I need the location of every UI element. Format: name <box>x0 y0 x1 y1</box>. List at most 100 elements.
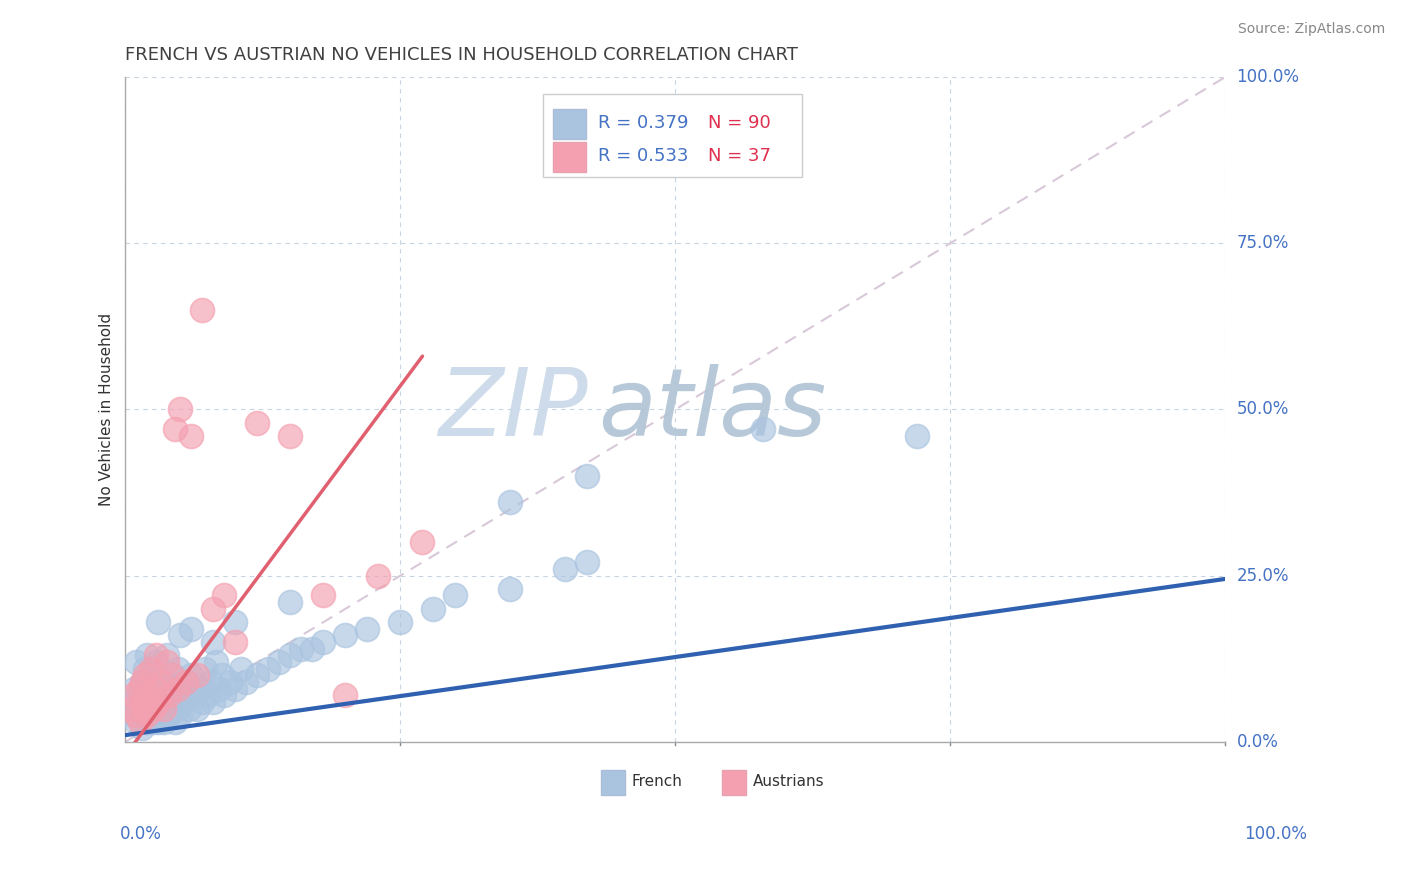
Point <box>160 701 183 715</box>
Point <box>131 674 153 689</box>
Text: 100.0%: 100.0% <box>1237 68 1299 86</box>
Point <box>180 429 202 443</box>
Point <box>246 668 269 682</box>
Text: FRENCH VS AUSTRIAN NO VEHICLES IN HOUSEHOLD CORRELATION CHART: FRENCH VS AUSTRIAN NO VEHICLES IN HOUSEH… <box>125 46 799 64</box>
Point <box>128 681 150 696</box>
Point <box>169 708 191 723</box>
Point <box>125 655 148 669</box>
Point <box>224 635 246 649</box>
Point <box>134 668 156 682</box>
Point <box>208 681 231 696</box>
Point <box>180 622 202 636</box>
Point <box>143 708 166 723</box>
FancyBboxPatch shape <box>554 109 586 139</box>
Y-axis label: No Vehicles in Household: No Vehicles in Household <box>100 313 114 506</box>
FancyBboxPatch shape <box>554 142 586 172</box>
Point <box>367 568 389 582</box>
Point <box>131 674 153 689</box>
Point <box>169 402 191 417</box>
Point <box>246 416 269 430</box>
Point <box>134 662 156 676</box>
Point <box>290 641 312 656</box>
Point <box>122 688 145 702</box>
Point <box>128 688 150 702</box>
Text: 25.0%: 25.0% <box>1237 566 1289 584</box>
Point <box>186 668 208 682</box>
Point <box>186 701 208 715</box>
Point <box>214 688 236 702</box>
Point <box>411 535 433 549</box>
Point <box>143 668 166 682</box>
Point <box>163 422 186 436</box>
Point <box>131 722 153 736</box>
Point <box>136 688 159 702</box>
Point <box>159 681 181 696</box>
Point <box>174 674 197 689</box>
Point <box>219 674 242 689</box>
Point <box>156 655 179 669</box>
Point <box>145 648 167 663</box>
Point <box>172 695 194 709</box>
Point <box>142 701 165 715</box>
Point <box>134 695 156 709</box>
Point <box>138 688 160 702</box>
Point <box>204 655 226 669</box>
Point <box>153 701 176 715</box>
Point <box>191 302 214 317</box>
Point <box>202 695 225 709</box>
Text: 75.0%: 75.0% <box>1237 234 1289 252</box>
Point <box>202 635 225 649</box>
Point <box>163 714 186 729</box>
Point <box>214 589 236 603</box>
Point <box>257 662 280 676</box>
Point <box>499 582 522 596</box>
FancyBboxPatch shape <box>721 770 747 795</box>
Point <box>312 635 335 649</box>
Point <box>499 495 522 509</box>
Point <box>139 701 162 715</box>
Point <box>235 674 257 689</box>
Text: Source: ZipAtlas.com: Source: ZipAtlas.com <box>1237 22 1385 37</box>
Point <box>134 708 156 723</box>
Point <box>183 688 205 702</box>
Point <box>131 695 153 709</box>
Point <box>145 655 167 669</box>
Point <box>155 701 177 715</box>
Point <box>125 708 148 723</box>
Point <box>120 701 142 715</box>
Point <box>138 708 160 723</box>
Point <box>136 708 159 723</box>
Point <box>142 695 165 709</box>
Point <box>150 681 173 696</box>
Point <box>202 602 225 616</box>
Point <box>148 615 170 629</box>
Point <box>422 602 444 616</box>
Text: atlas: atlas <box>599 364 827 455</box>
Text: 50.0%: 50.0% <box>1237 401 1289 418</box>
Point <box>576 555 599 569</box>
Point <box>444 589 467 603</box>
Point <box>134 701 156 715</box>
Point <box>188 681 211 696</box>
Text: French: French <box>631 774 682 789</box>
Text: 0.0%: 0.0% <box>1237 732 1278 751</box>
Point <box>301 641 323 656</box>
Point <box>179 701 201 715</box>
Text: R = 0.379: R = 0.379 <box>599 114 689 132</box>
Point <box>122 708 145 723</box>
Point <box>169 681 191 696</box>
Point <box>197 688 219 702</box>
Point <box>148 695 170 709</box>
Point <box>280 595 302 609</box>
Point <box>128 714 150 729</box>
Point <box>125 714 148 729</box>
Text: N = 37: N = 37 <box>709 147 772 165</box>
Point <box>145 688 167 702</box>
Point <box>148 714 170 729</box>
Point <box>194 662 217 676</box>
Point <box>180 668 202 682</box>
Text: 100.0%: 100.0% <box>1244 825 1308 843</box>
Point <box>576 468 599 483</box>
Point <box>136 648 159 663</box>
Point <box>153 688 176 702</box>
